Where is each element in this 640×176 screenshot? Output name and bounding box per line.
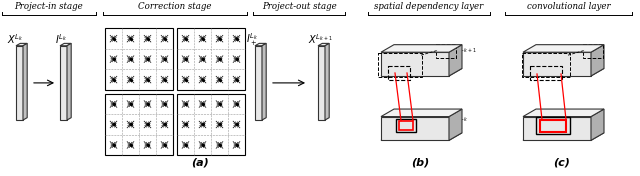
- Bar: [177, 29, 245, 90]
- Polygon shape: [381, 109, 462, 117]
- Polygon shape: [449, 109, 462, 140]
- Bar: [530, 66, 562, 80]
- Text: Project-in stage: Project-in stage: [15, 2, 83, 11]
- Polygon shape: [23, 43, 27, 120]
- Text: $X^{L_k}$: $X^{L_k}$: [452, 114, 468, 127]
- Text: $I_+^{L_k}$: $I_+^{L_k}$: [246, 31, 259, 48]
- Bar: [378, 53, 422, 77]
- Text: (a): (a): [191, 157, 209, 167]
- Text: Correction stage: Correction stage: [138, 2, 212, 11]
- Polygon shape: [262, 43, 266, 120]
- Text: $X^{L_{k+1}}$: $X^{L_{k+1}}$: [452, 44, 477, 58]
- Bar: [536, 117, 570, 134]
- Text: convolutional layer: convolutional layer: [527, 2, 611, 11]
- Bar: [396, 119, 416, 132]
- Polygon shape: [381, 117, 449, 140]
- Text: Project-out stage: Project-out stage: [262, 2, 337, 11]
- Polygon shape: [255, 46, 262, 120]
- Bar: [177, 94, 245, 155]
- Polygon shape: [523, 109, 604, 117]
- Text: $X^{L_k}$: $X^{L_k}$: [7, 32, 24, 46]
- Polygon shape: [381, 52, 449, 76]
- Bar: [436, 44, 456, 58]
- Text: spatial dependency layer: spatial dependency layer: [374, 2, 484, 11]
- Polygon shape: [523, 52, 591, 76]
- Bar: [388, 66, 410, 80]
- Polygon shape: [449, 45, 462, 76]
- Polygon shape: [60, 43, 71, 46]
- Bar: [583, 44, 603, 58]
- Text: (c): (c): [554, 157, 570, 167]
- Bar: [105, 29, 173, 90]
- Polygon shape: [523, 133, 604, 140]
- Polygon shape: [591, 45, 604, 76]
- Polygon shape: [523, 68, 604, 76]
- Polygon shape: [255, 43, 266, 46]
- Polygon shape: [591, 109, 604, 140]
- Polygon shape: [325, 43, 329, 120]
- Bar: [540, 120, 566, 132]
- Polygon shape: [318, 43, 329, 46]
- Bar: [399, 121, 413, 130]
- Polygon shape: [523, 117, 591, 140]
- Polygon shape: [381, 45, 462, 52]
- Bar: [105, 94, 173, 155]
- Polygon shape: [67, 43, 71, 120]
- Polygon shape: [381, 68, 462, 76]
- Polygon shape: [381, 133, 462, 140]
- Text: $I^{L_k}$: $I^{L_k}$: [55, 32, 67, 46]
- Text: $X^{L_{k+1}}$: $X^{L_{k+1}}$: [308, 32, 333, 46]
- Bar: [522, 53, 570, 77]
- Polygon shape: [16, 43, 27, 46]
- Polygon shape: [523, 45, 604, 52]
- Polygon shape: [60, 46, 67, 120]
- Text: (b): (b): [411, 157, 429, 167]
- Polygon shape: [318, 46, 325, 120]
- Polygon shape: [16, 46, 23, 120]
